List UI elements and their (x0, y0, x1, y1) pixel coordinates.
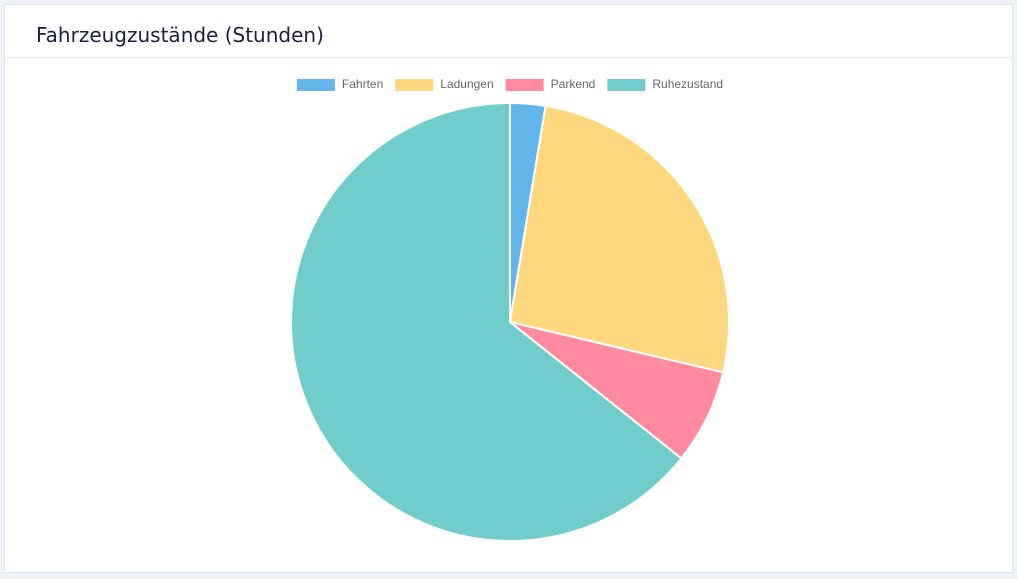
pie-slice (290, 101, 683, 542)
legend-swatch (505, 79, 544, 91)
legend-label: Fahrten (342, 77, 383, 91)
legend-swatch (296, 79, 335, 91)
legend-label: Ladungen (440, 77, 493, 91)
separator (5, 57, 1012, 58)
pie-slice (508, 104, 730, 374)
chart-title: Fahrzeugzustände (Stunden) (36, 23, 324, 47)
legend-swatch (395, 79, 434, 91)
legend-label: Parkend (551, 77, 596, 91)
legend-swatch (607, 79, 646, 91)
legend-label: Ruhezustand (652, 77, 723, 91)
